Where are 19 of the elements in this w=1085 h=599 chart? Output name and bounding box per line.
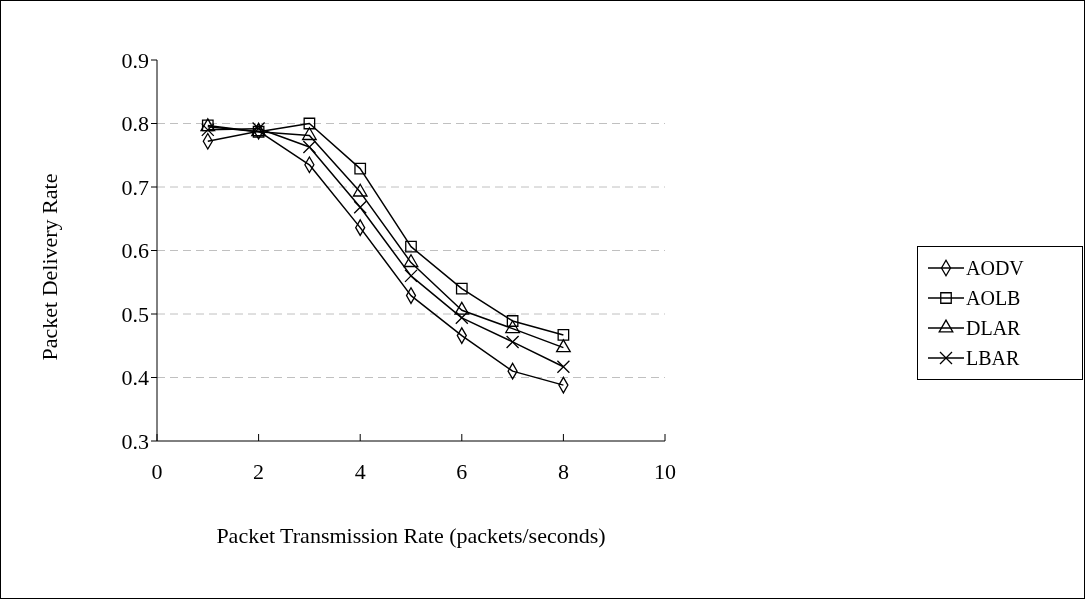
x-tick-label: 2 (253, 459, 265, 484)
x-tick-label: 6 (456, 459, 468, 484)
y-tick-label: 0.9 (121, 47, 149, 73)
legend-label: AODV (966, 256, 1024, 280)
y-axis-title: Packet Delivery Rate (36, 173, 62, 361)
y-tick-label: 0.7 (121, 174, 149, 200)
y-tick-label: 0.8 (121, 111, 149, 137)
y-tick-label: 0.5 (121, 301, 149, 327)
y-tick-label: 0.4 (121, 365, 149, 391)
x-tick-label: 4 (354, 459, 366, 484)
x-tick-label: 8 (557, 459, 569, 484)
x-tick-label: 0 (151, 459, 163, 484)
legend-label: AOLB (966, 286, 1021, 310)
x-axis-title: Packet Transmission Rate (packets/seconds) (216, 523, 606, 548)
legend-label: LBAR (966, 346, 1020, 370)
legend-label: DLAR (966, 316, 1021, 340)
x-tick-label: 10 (654, 459, 676, 484)
y-tick-label: 0.3 (121, 428, 149, 454)
y-tick-label: 0.6 (121, 238, 149, 264)
